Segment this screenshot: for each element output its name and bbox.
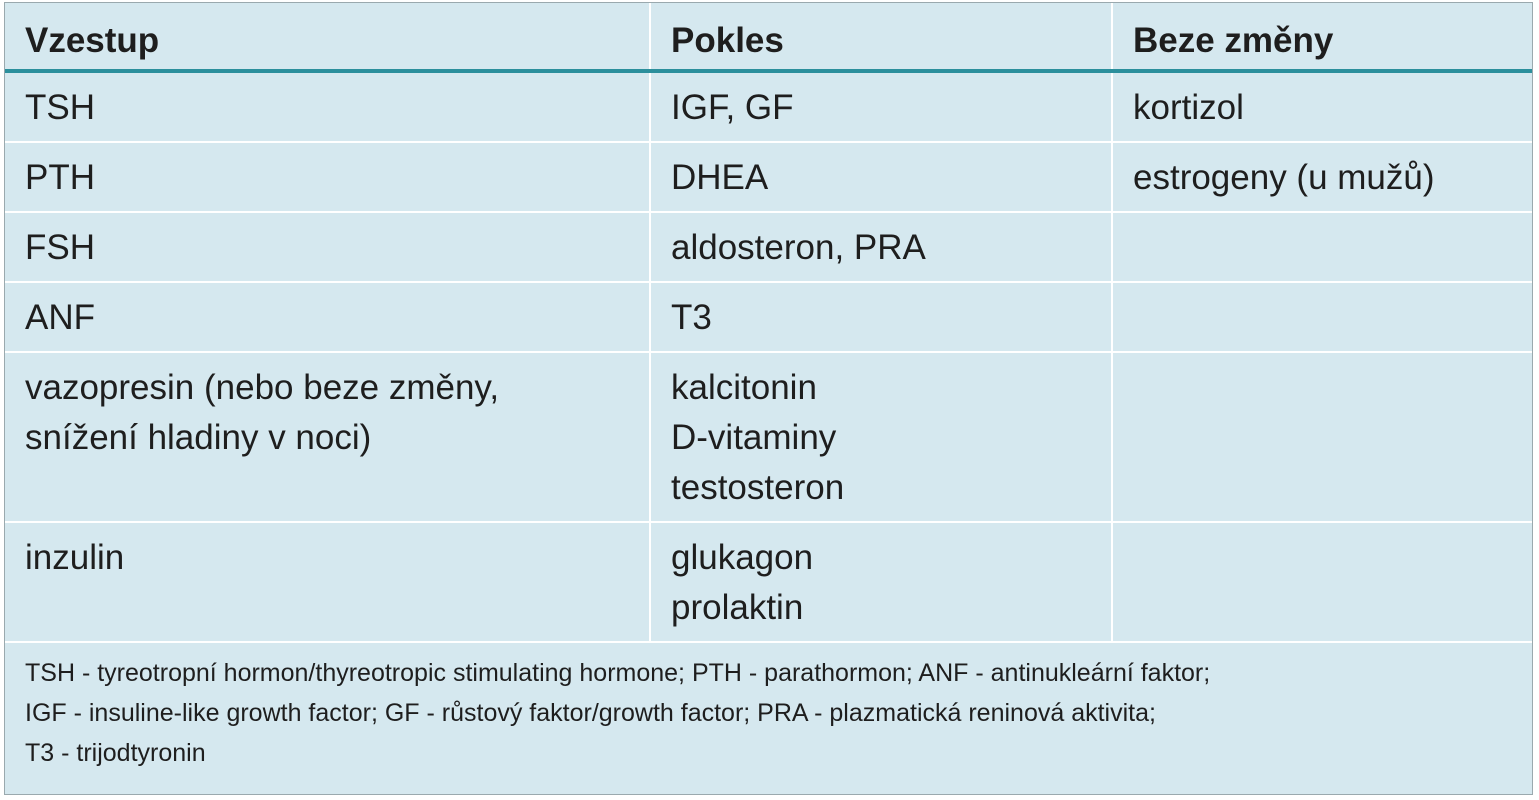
cell-line: snížení hladiny v noci) xyxy=(25,418,372,457)
cell-line: T3 xyxy=(671,298,712,337)
cell-line: prolaktin xyxy=(671,588,804,627)
table-row: TSH IGF, GF kortizol xyxy=(5,70,1532,142)
cell-line: ANF xyxy=(25,298,95,337)
table-cell: FSH xyxy=(5,211,650,282)
header-cell: Beze změny xyxy=(1111,3,1532,73)
cell-line: TSH xyxy=(25,88,95,127)
table-cell: estrogeny (u mužů) xyxy=(1111,141,1532,212)
table-cell: ANF xyxy=(5,281,650,352)
header-cell: Pokles xyxy=(649,3,1112,73)
table-cell: glukagon prolaktin xyxy=(649,521,1112,641)
table-cell: DHEA xyxy=(649,141,1112,212)
cell-line: inzulin xyxy=(25,538,125,577)
table-row: PTH DHEA estrogeny (u mužů) xyxy=(5,141,1532,212)
header-row: Vzestup Pokles Beze změny xyxy=(5,3,1532,73)
footnote-line: TSH - tyreotropní hormon/thyreotropic st… xyxy=(25,659,1211,687)
table-cell: PTH xyxy=(5,141,650,212)
table-cell: kalcitonin D-vitaminy testosteron xyxy=(649,351,1112,522)
cell-line: PTH xyxy=(25,158,95,197)
footnote-line: IGF - insuline-like growth factor; GF - … xyxy=(25,699,1156,727)
table-cell: IGF, GF xyxy=(649,70,1112,142)
cell-line: glukagon xyxy=(671,538,814,577)
cell-line: estrogeny (u mužů) xyxy=(1133,158,1435,197)
cell-line: DHEA xyxy=(671,158,769,197)
table-cell: inzulin xyxy=(5,521,650,641)
table-cell: kortizol xyxy=(1111,70,1532,142)
table-cell: T3 xyxy=(649,281,1112,352)
table-cell xyxy=(1111,211,1532,282)
table-cell xyxy=(1111,521,1532,641)
table-row: FSH aldosteron, PRA xyxy=(5,211,1532,282)
table-cell xyxy=(1111,351,1532,522)
cell-line: testosteron xyxy=(671,468,845,507)
footnote: TSH - tyreotropní hormon/thyreotropic st… xyxy=(5,641,1532,773)
table-cell: aldosteron, PRA xyxy=(649,211,1112,282)
footnote-line: T3 - trijodtyronin xyxy=(25,739,206,767)
table-row: vazopresin (nebo beze změny, snížení hlad… xyxy=(5,351,1532,522)
table-row: inzulin glukagon prolaktin xyxy=(5,521,1532,641)
table-container: Vzestup Pokles Beze změny TSH IGF, GF kortiz… xyxy=(4,2,1533,795)
cell-line: IGF, GF xyxy=(671,88,794,127)
table-cell xyxy=(1111,281,1532,352)
table-body: TSH IGF, GF kortizol PTH DHEA estrogeny (u mu… xyxy=(5,70,1532,641)
header-cell: Vzestup xyxy=(5,3,650,73)
table-row: ANF T3 xyxy=(5,281,1532,352)
table-cell: vazopresin (nebo beze změny, snížení hlad… xyxy=(5,351,650,522)
data-table: Vzestup Pokles Beze změny TSH IGF, GF kortiz… xyxy=(5,3,1532,641)
cell-line: aldosteron, PRA xyxy=(671,228,926,267)
cell-line: D-vitaminy xyxy=(671,418,837,457)
cell-line: FSH xyxy=(25,228,95,267)
cell-line: kortizol xyxy=(1133,88,1244,127)
cell-line: vazopresin (nebo beze změny, xyxy=(25,368,500,407)
table-cell: TSH xyxy=(5,70,650,142)
cell-line: kalcitonin xyxy=(671,368,817,407)
